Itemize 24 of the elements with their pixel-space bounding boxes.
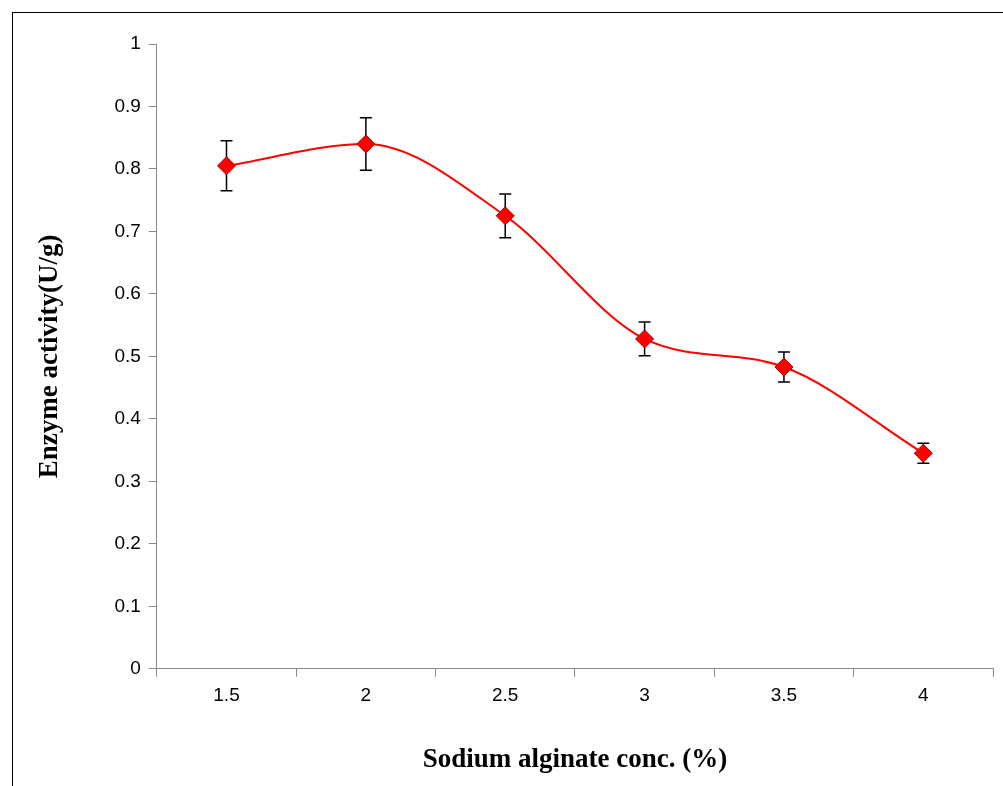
y-tick-label: 0.2 (114, 532, 141, 554)
x-tick-label: 2 (360, 684, 372, 706)
x-axis-title: Sodium alginate conc. (%) (422, 742, 728, 773)
y-tick-label: 0.8 (114, 157, 141, 179)
y-tick-label: 0.3 (114, 469, 141, 491)
point (635, 329, 655, 349)
y-tick-label: 0.1 (114, 594, 141, 616)
point (217, 156, 236, 176)
x-tick-label: 3.5 (770, 684, 798, 706)
x-tick-label: 2.5 (492, 684, 519, 706)
y-tick-label: 0.5 (114, 344, 141, 366)
y-tick-label: 1 (130, 32, 141, 54)
y-tick-label: 0 (130, 657, 141, 679)
y-axis-title: Enzyme activity(U/g) (33, 234, 64, 479)
x-tick-label: 1.5 (213, 684, 240, 706)
point (356, 134, 376, 154)
y-tick-label: 0.7 (114, 219, 141, 241)
point (774, 357, 794, 377)
y-tick-label: 0.6 (114, 282, 141, 304)
point (495, 206, 515, 226)
x-tick-label: 4 (918, 684, 930, 706)
y-tick-label: 0.9 (114, 94, 141, 116)
x-tick-label: 3 (639, 684, 650, 706)
y-tick-label: 0.4 (114, 407, 142, 429)
